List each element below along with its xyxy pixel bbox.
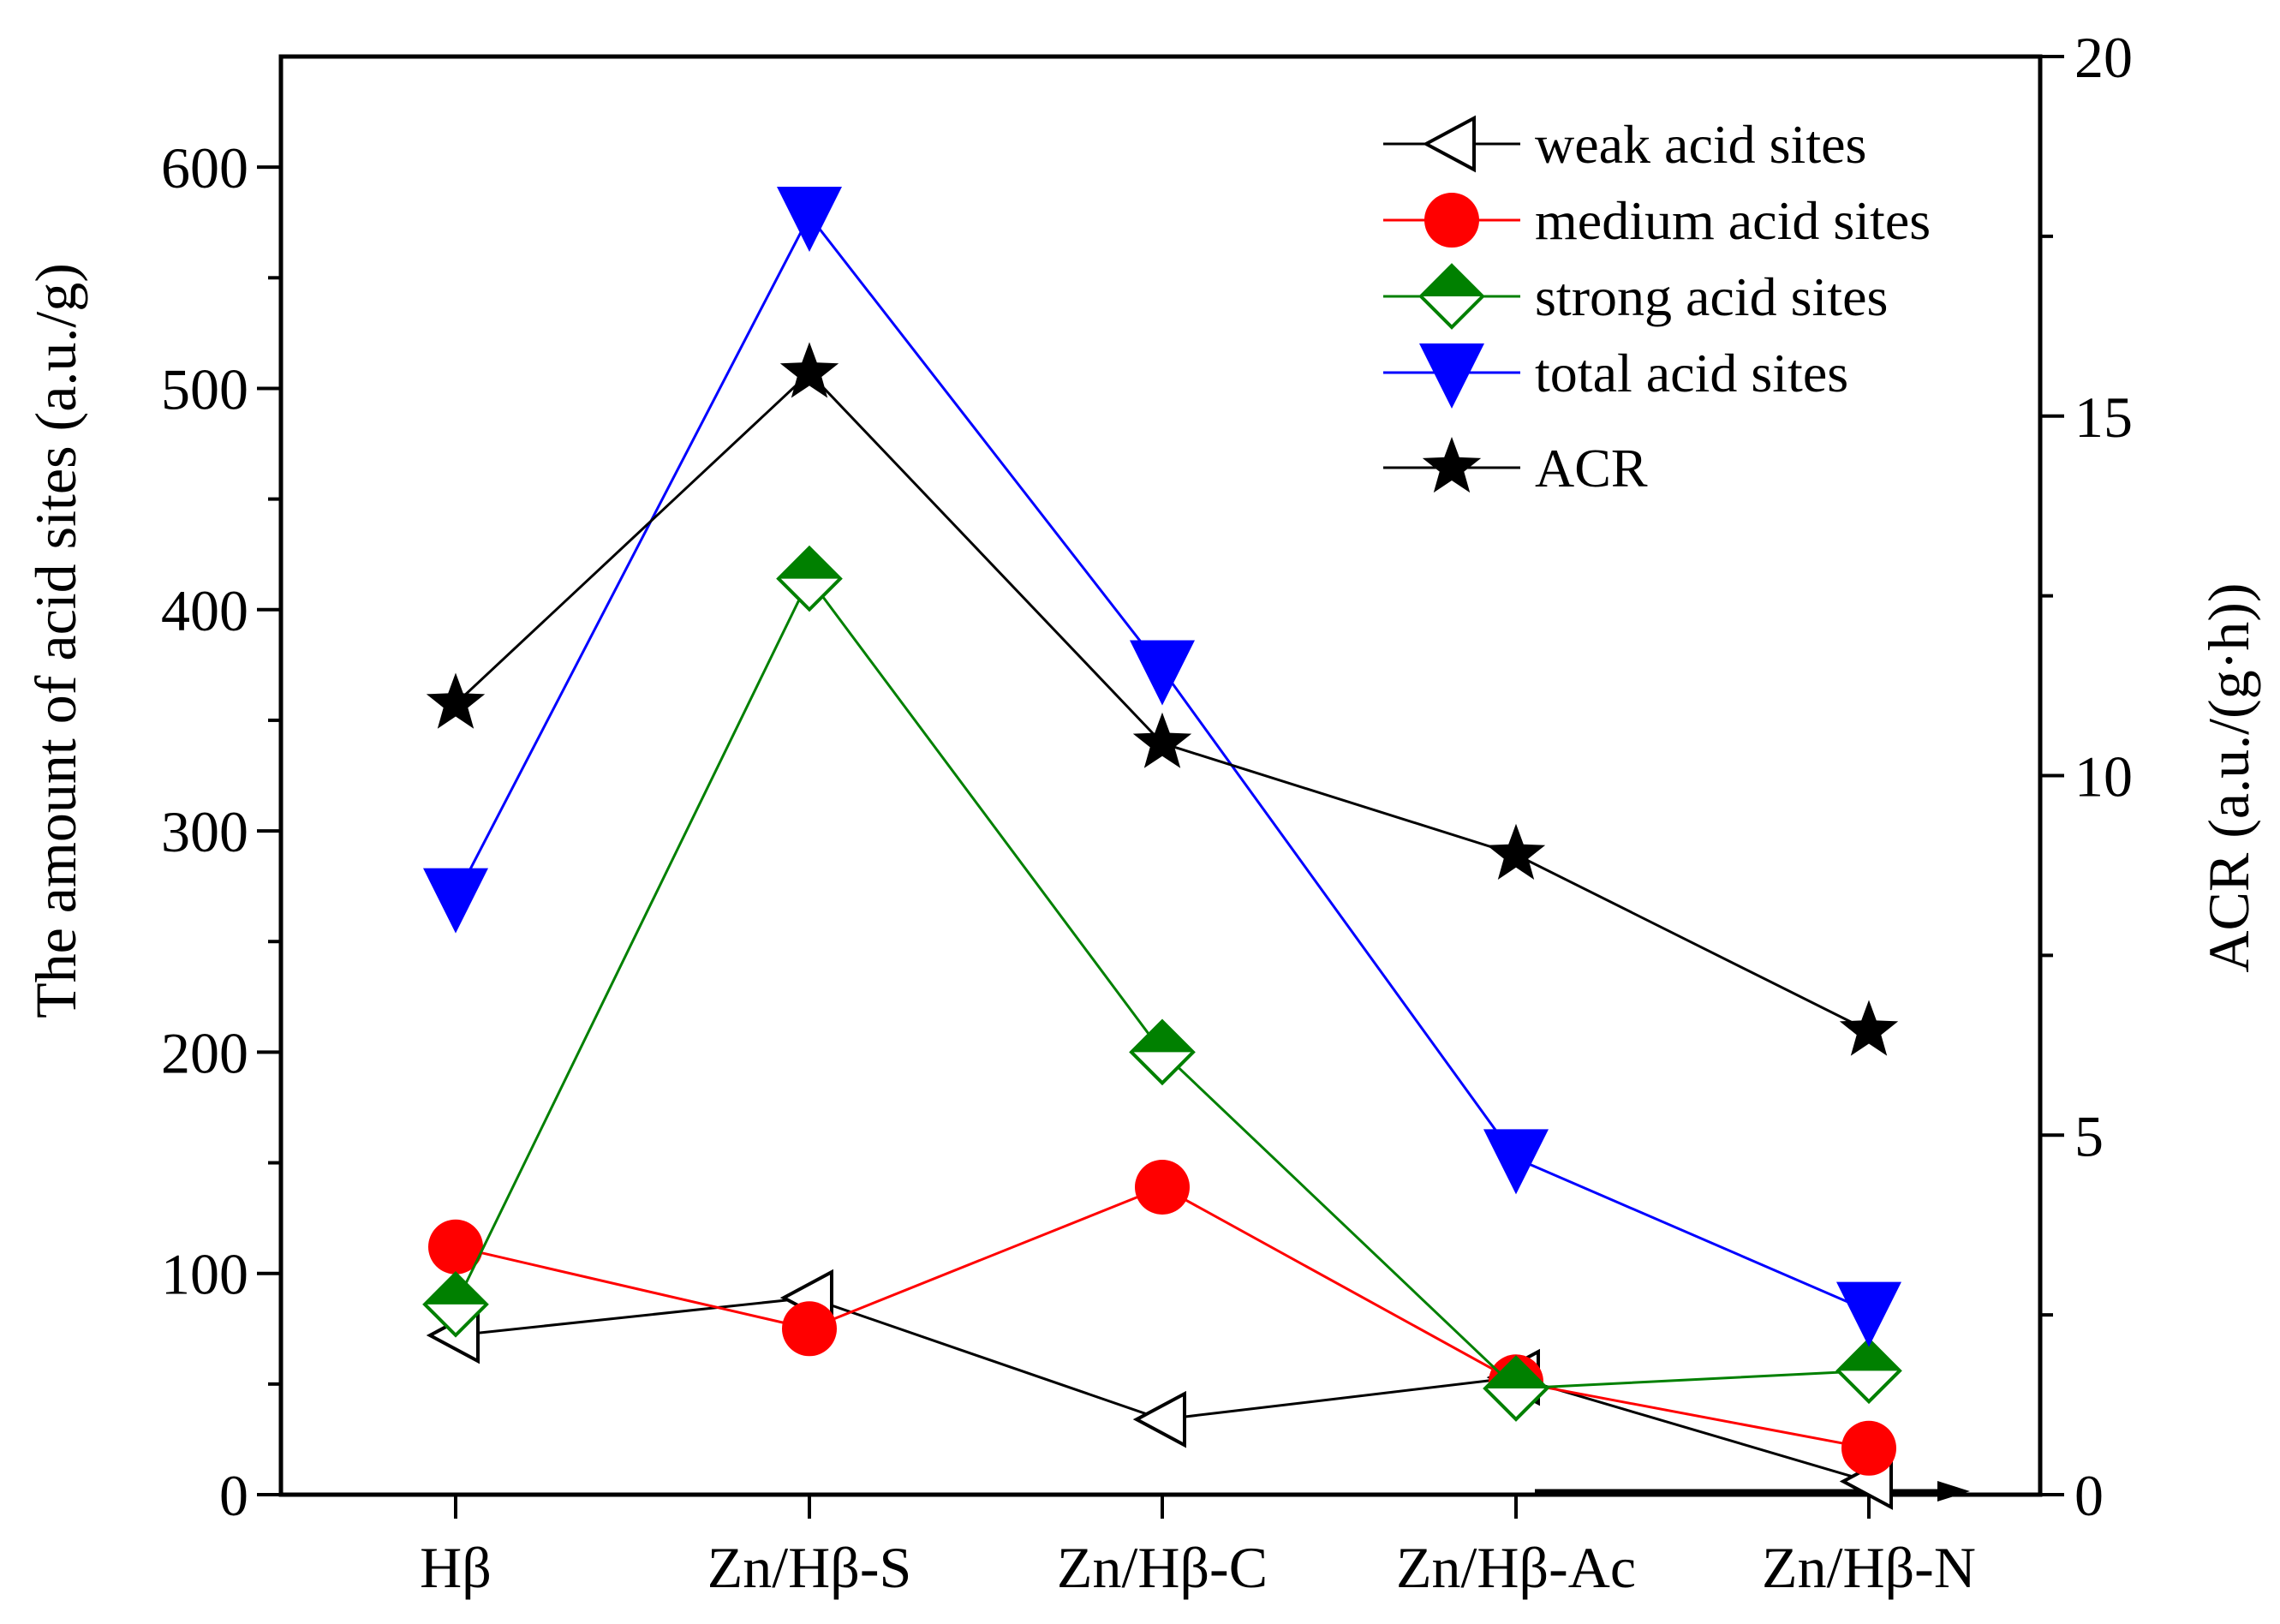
data-point [782, 1301, 837, 1357]
y2-tick-label: 10 [2074, 744, 2133, 809]
x-tick-label: Zn/Hβ-C [1057, 1535, 1268, 1600]
y2-tick-label: 15 [2074, 385, 2133, 450]
y-tick-label: 600 [161, 135, 248, 200]
y-tick-label: 500 [161, 356, 248, 421]
legend: weak acid sites medium acid sites strong a… [1383, 114, 1931, 499]
data-point [1486, 823, 1546, 880]
data-point [426, 672, 486, 729]
y-tick-label: 200 [161, 1020, 248, 1085]
series-layer [422, 186, 1902, 1510]
y2-axis-title: ACR (a.u./(g·h)) [2196, 582, 2261, 972]
legend-label: total acid sites [1535, 343, 1848, 403]
y2-tick-label: 20 [2074, 25, 2133, 90]
legend-marker [1422, 437, 1482, 493]
data-point [1130, 640, 1195, 706]
y-tick-label: 300 [161, 799, 248, 864]
data-point [423, 868, 488, 934]
data-point [1841, 1420, 1896, 1476]
y-tick-label: 400 [161, 578, 248, 643]
legend-marker [1419, 343, 1484, 409]
y2-tick-label: 0 [2074, 1463, 2104, 1528]
data-point [779, 342, 839, 398]
series-line [455, 1296, 1870, 1483]
legend-marker-fill [1421, 266, 1483, 296]
data-point-fill [1838, 1340, 1900, 1371]
series-weak-acid-sites [426, 1269, 1893, 1510]
legend-marker [1424, 193, 1479, 248]
data-point [1483, 1129, 1549, 1195]
y-axis-title: The amount of acid sites (a.u./g) [23, 263, 88, 1018]
legend-item: total acid sites [1383, 343, 1848, 409]
y-tick-label: 0 [219, 1463, 248, 1528]
data-point [428, 1219, 483, 1275]
legend-marker [1422, 115, 1476, 173]
data-point [777, 186, 842, 252]
legend-label: ACR [1535, 438, 1648, 499]
y-tick-label: 100 [161, 1242, 248, 1307]
legend-label: weak acid sites [1535, 114, 1866, 175]
data-point [1132, 712, 1192, 768]
y2-tick-label: 5 [2074, 1103, 2104, 1168]
series-acr [426, 342, 1899, 1056]
data-point [1132, 1390, 1186, 1448]
x-tick-label: Zn/Hβ-Ac [1396, 1535, 1636, 1600]
data-point-fill [425, 1273, 486, 1305]
series-total-acid-sites [423, 186, 1901, 1347]
legend-label: medium acid sites [1535, 190, 1931, 251]
data-point-fill [1131, 1021, 1193, 1053]
legend-item: strong acid sites [1383, 263, 1888, 330]
legend-label: strong acid sites [1535, 266, 1888, 327]
data-point [1839, 1000, 1899, 1056]
x-tick-label: Zn/Hβ-S [707, 1535, 912, 1600]
legend-item: medium acid sites [1383, 190, 1931, 251]
series-strong-acid-sites [422, 545, 1902, 1422]
axes: 0 100 200 300 400 500 600 0 5 10 15 20 Hβ Zn/Hβ-S Zn/H… [161, 25, 2133, 1600]
x-tick-label: Zn/Hβ-N [1762, 1535, 1976, 1600]
legend-item: ACR [1383, 437, 1648, 499]
x-tick-label: Hβ [420, 1535, 492, 1600]
legend-item: weak acid sites [1383, 114, 1866, 175]
axis-arrow-head [1937, 1481, 1970, 1502]
data-point [1836, 1281, 1901, 1347]
data-point-fill [779, 547, 840, 579]
data-point-fill [1485, 1358, 1547, 1389]
data-point [1135, 1159, 1190, 1215]
